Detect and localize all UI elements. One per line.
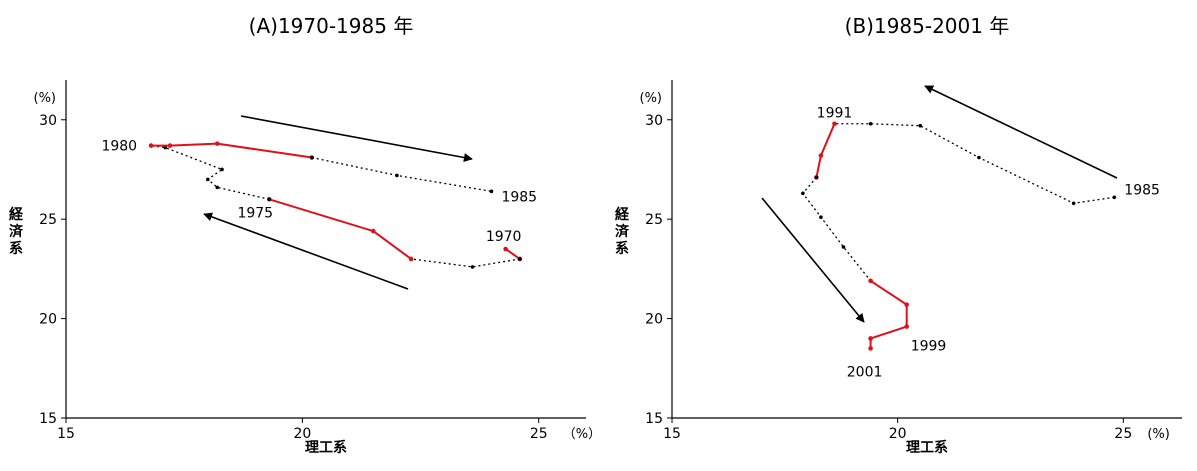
chart-a-title: (A)1970-1985 年	[248, 14, 414, 38]
chart-b-data-point	[801, 191, 805, 196]
chart-b-data-point	[818, 153, 824, 158]
chart-b-data-point	[868, 121, 873, 126]
chart-a-y-tick-label: 15	[39, 411, 57, 427]
chart-a-series-5-dotted	[311, 156, 492, 192]
chart-b-y-axis-label: 経済系	[615, 206, 630, 257]
chart-b-series-0-dotted	[834, 123, 1115, 204]
chart-a-data-point	[220, 167, 224, 172]
chart-a-data-point	[163, 145, 168, 150]
chart-a-data-point	[267, 197, 272, 202]
chart-b-arrow-down	[761, 197, 865, 323]
chart-a-y-tick-label: 20	[39, 312, 57, 328]
chart-a: 15 20 25 30 15 20 25 (%) （%） 理工系 経済系 1970 1975 1980 19…	[9, 80, 601, 456]
chart-b-year-label-2001: 2001	[847, 364, 883, 380]
chart-a-data-point	[408, 256, 414, 262]
chart-b-data-point	[868, 278, 873, 284]
chart-a-data-point	[214, 141, 220, 146]
chart-a-y-unit: (%)	[34, 91, 57, 106]
chart-b-data-point	[832, 121, 837, 127]
chart-b-data-point	[904, 302, 909, 307]
chart-b-data-point	[918, 123, 923, 128]
chart-b-year-label-1985: 1985	[1124, 182, 1160, 198]
chart-a-x-unit: （%）	[563, 427, 601, 442]
chart-b-data-point	[819, 215, 823, 219]
chart-a-data-point	[215, 185, 220, 190]
chart-a-data-point	[370, 228, 376, 234]
chart-b-y-unit: (%)	[640, 91, 663, 106]
chart-b-y-tick-label: 15	[645, 411, 663, 427]
chart-b-year-label-1999: 1999	[911, 339, 947, 355]
chart-a-x-axis-label: 理工系	[305, 439, 347, 456]
chart-a-data-point	[167, 143, 173, 148]
chart-b-data-point	[1071, 201, 1076, 206]
chart-a-data-point	[518, 257, 522, 261]
chart-b-x-unit: (%)	[1147, 427, 1170, 442]
chart-a-y-tick-label: 25	[39, 212, 57, 228]
chart-b-y-tick-label: 30	[645, 113, 663, 129]
chart-a-data-point	[470, 265, 475, 269]
chart-b-series-2-dotted	[802, 177, 872, 282]
chart-a-x-tick-label: 15	[57, 426, 75, 442]
chart-b-data-point	[814, 175, 819, 180]
chart-a-year-label-1970: 1970	[486, 229, 522, 245]
chart-a-year-label-1980: 1980	[101, 139, 137, 155]
chart-a-data-point	[148, 143, 154, 148]
chart-a-series-1-dotted	[411, 258, 520, 268]
chart-a-data-point	[489, 189, 494, 194]
chart-a-arrow-right	[240, 115, 473, 162]
chart-b-data-point	[977, 155, 981, 160]
chart-a-data-point	[395, 173, 399, 178]
chart-b-title: (B)1985-2001 年	[844, 14, 1010, 38]
chart-b-series-1-solid	[815, 123, 836, 178]
chart-b-series-3-solid	[869, 279, 908, 349]
chart-a-series-4-solid	[151, 142, 312, 159]
chart-b-y-tick-label: 20	[645, 312, 663, 328]
chart-b-year-label-1991: 1991	[817, 106, 853, 122]
chart-b-arrow-up	[924, 85, 1118, 179]
chart-b-x-tick-label: 25	[1114, 426, 1132, 442]
chart-a-series-2-solid	[268, 198, 412, 260]
chart-a-year-label-1985: 1985	[501, 189, 537, 205]
chart-b-x-tick-label: 15	[663, 426, 681, 442]
chart-a-data-point	[503, 246, 508, 252]
chart-a-series-0-solid	[505, 248, 521, 260]
chart-b-y-tick-label: 25	[645, 212, 663, 228]
chart-b: 15 20 25 30 15 20 25 (%) (%) 理工系 経済系 1985 1991 1999 20…	[615, 80, 1182, 456]
chart-b-data-point	[841, 245, 846, 249]
chart-a-data-point	[206, 177, 210, 182]
chart-a-y-tick-label: 30	[39, 113, 57, 129]
chart-a-data-point	[310, 155, 314, 160]
chart-a-arrow-left	[203, 212, 409, 290]
chart-a-year-label-1975: 1975	[237, 205, 273, 221]
chart-a-x-tick-label: 25	[530, 426, 548, 442]
chart-b-data-point	[1112, 195, 1117, 200]
chart-b-x-tick-label: 20	[889, 426, 907, 442]
chart-a-y-axis-label: 経済系	[9, 206, 24, 257]
chart-a-series-3-dotted	[151, 144, 270, 200]
chart-b-data-point	[904, 324, 909, 329]
chart-b-data-point	[868, 346, 873, 351]
chart-b-x-axis-label: 理工系	[906, 439, 948, 456]
chart-a-x-tick-label: 20	[293, 426, 311, 442]
chart-b-data-point	[868, 336, 873, 341]
